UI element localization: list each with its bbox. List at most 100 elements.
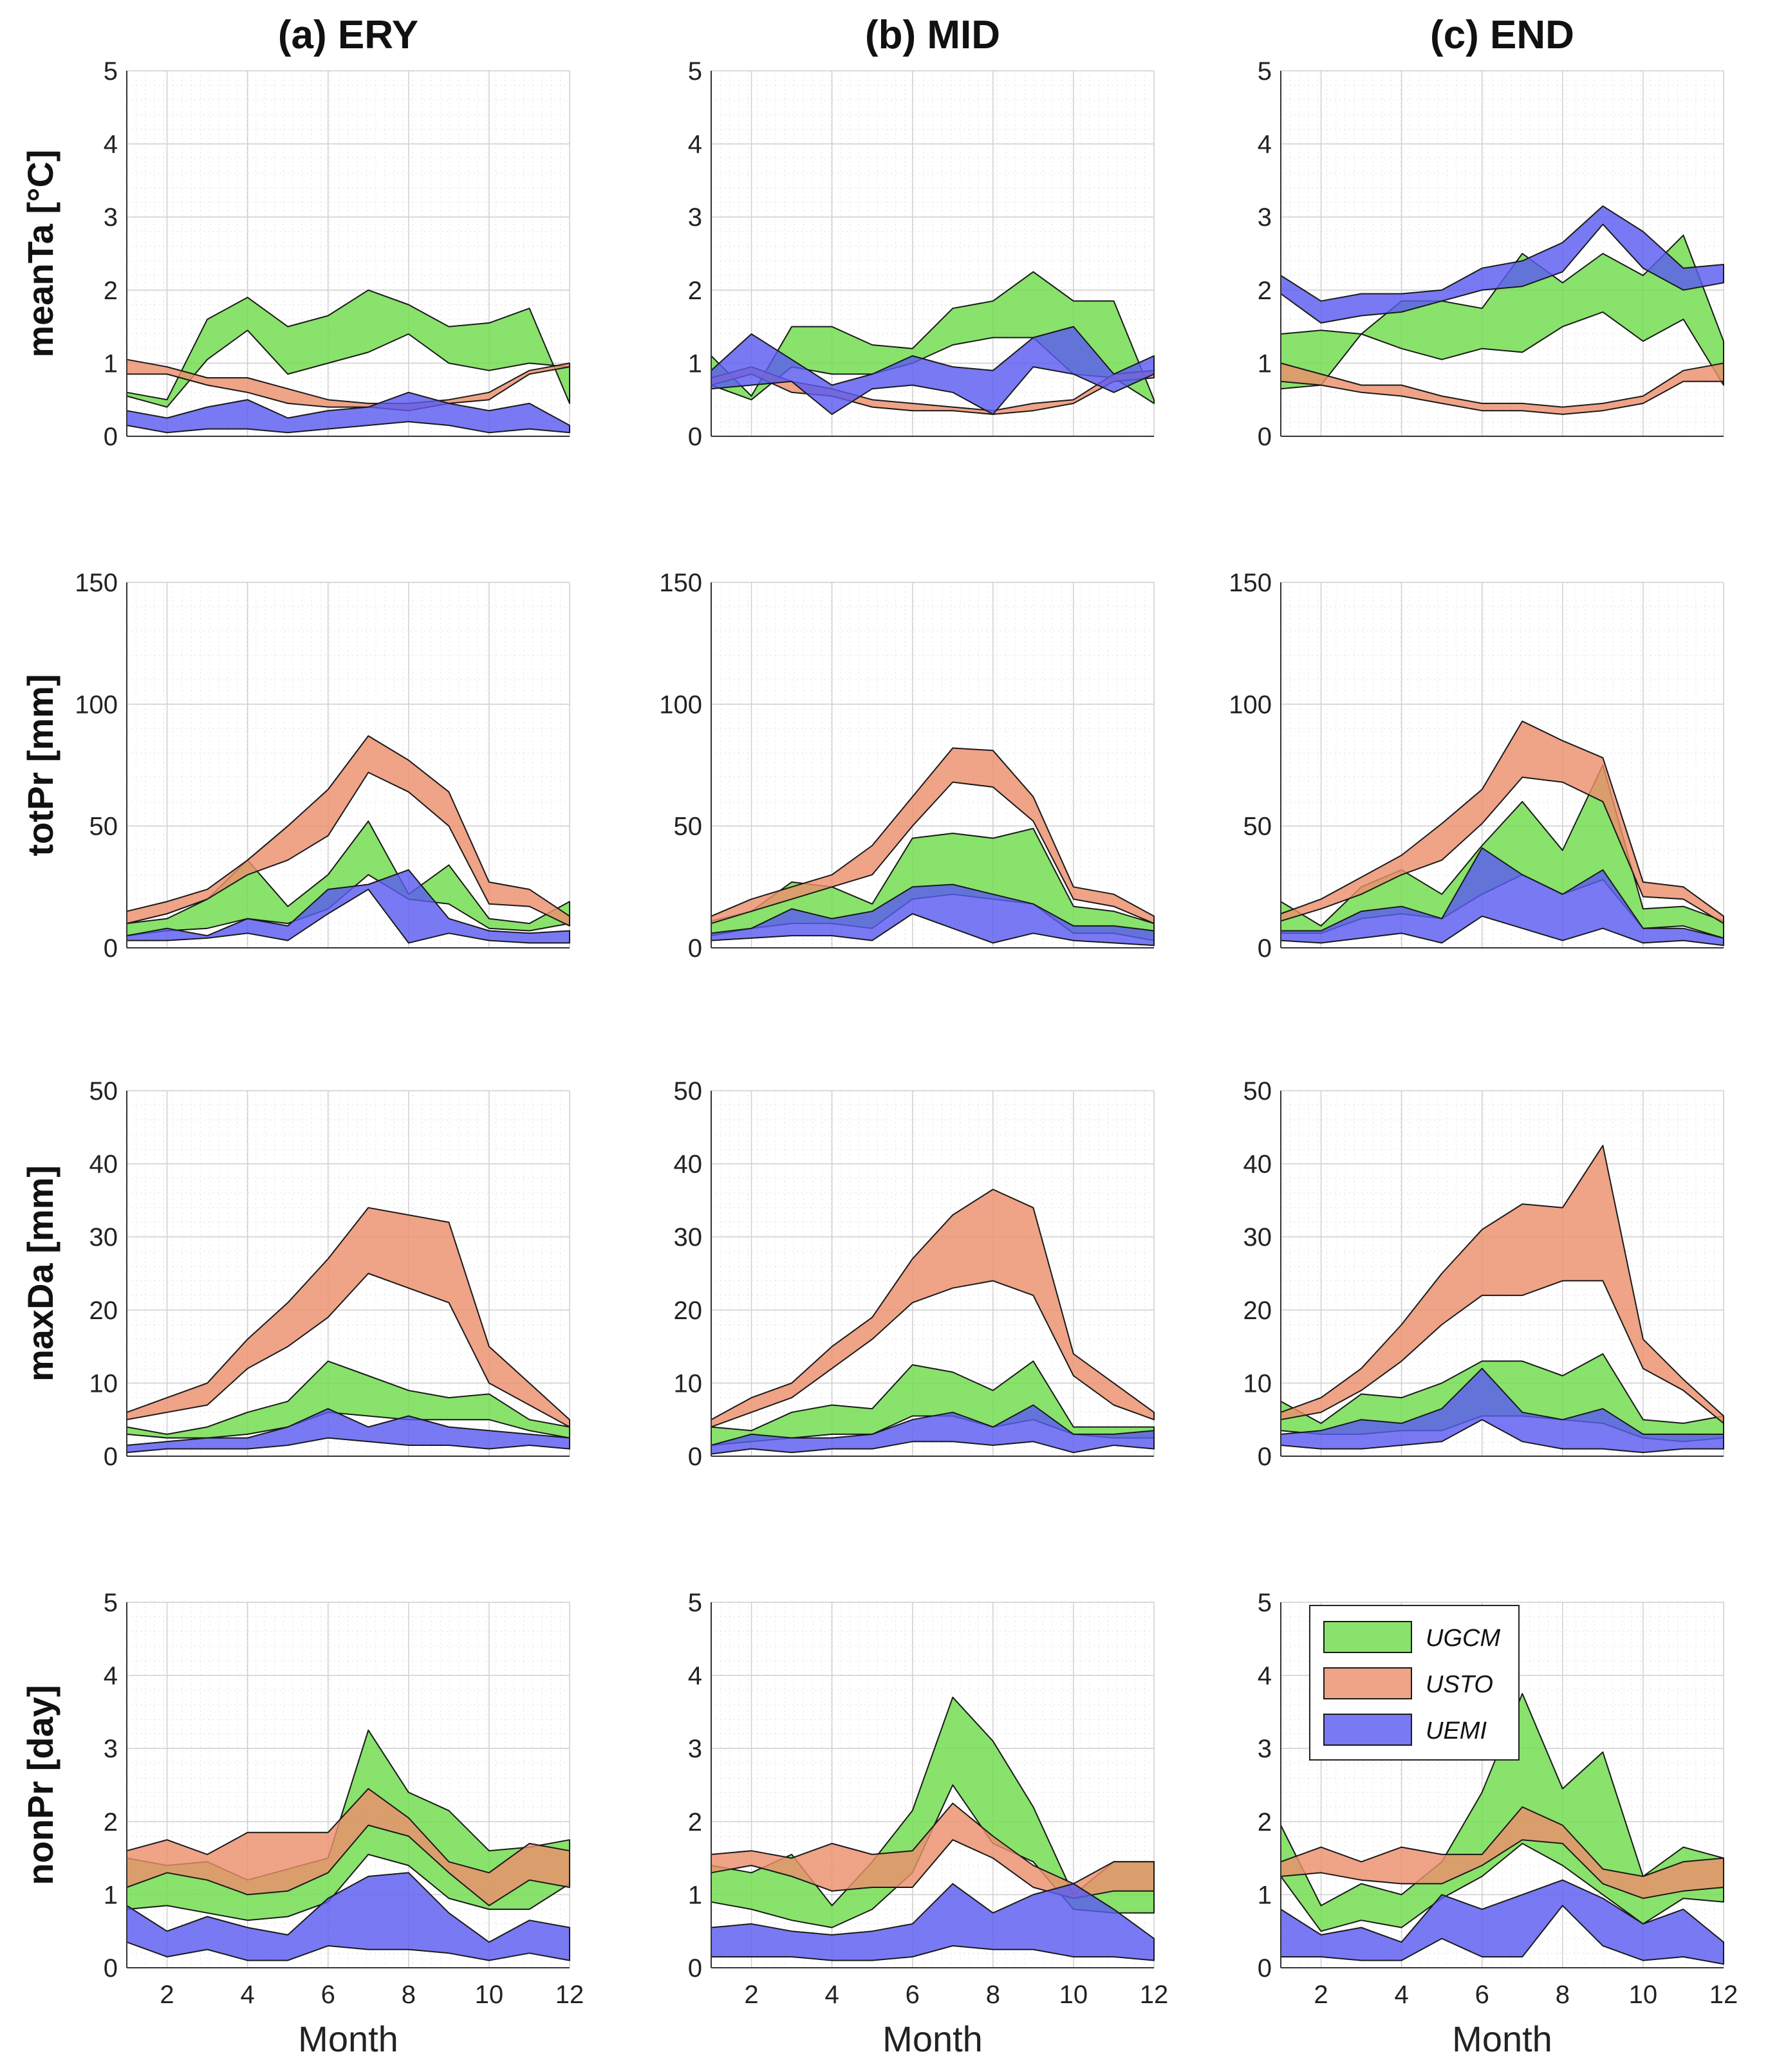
panel-maxDa-END: 0 10 20 30 40 50 [1243, 1077, 1724, 1471]
y-tick-label: 3 [104, 1735, 118, 1763]
y-tick-label: 5 [104, 1589, 118, 1617]
band-uemi [711, 1883, 1155, 1961]
y-tick-label: 10 [1243, 1369, 1272, 1398]
y-tick-label: 30 [89, 1223, 118, 1252]
panel-meanTa-ERY: 0 1 2 3 4 5 [104, 57, 570, 451]
y-tick-label: 50 [89, 813, 118, 841]
band-uemi [126, 1408, 570, 1454]
x-axis-label: Month [1452, 2019, 1552, 2059]
band-usto [1280, 720, 1724, 925]
band-ugcm [126, 820, 570, 937]
y-axis-label: nonPr [day] [20, 1685, 60, 1885]
x-tick-label: 10 [1629, 1981, 1658, 2009]
y-tick-label: 30 [674, 1223, 703, 1252]
y-tick-label: 5 [688, 1589, 702, 1617]
y-tick-label: 4 [688, 1662, 702, 1690]
y-tick-label: 0 [1258, 1954, 1272, 1983]
y-tick-label: 1 [1258, 349, 1272, 378]
y-tick-label: 50 [674, 813, 703, 841]
band-uemi [1280, 1879, 1724, 1965]
x-tick-label: 4 [1395, 1981, 1409, 2009]
panel-totPr-ERY: 0 50 100 150 [75, 569, 570, 963]
y-axis-label: totPr [mm] [20, 674, 60, 856]
y-tick-label: 2 [1258, 1808, 1272, 1836]
x-tick-label: 8 [1556, 1981, 1570, 2009]
x-tick-label: 2 [744, 1981, 758, 2009]
x-tick-label: 2 [1314, 1981, 1328, 2009]
band-usto [126, 1788, 570, 1907]
x-tick-label: 8 [986, 1981, 1000, 2009]
y-tick-label: 20 [1243, 1297, 1272, 1325]
legend-swatch-uemi [1323, 1714, 1412, 1746]
y-tick-label: 3 [688, 203, 702, 232]
y-tick-label: 10 [89, 1369, 118, 1398]
panel-meanTa-END: 0 1 2 3 4 5 [1258, 57, 1724, 451]
band-uemi [126, 391, 570, 434]
y-axis-label: maxDa [mm] [20, 1165, 60, 1382]
y-tick-label: 3 [1258, 203, 1272, 232]
y-tick-label: 150 [1229, 569, 1272, 597]
y-tick-label: 10 [674, 1369, 703, 1398]
y-tick-label: 30 [1243, 1223, 1272, 1252]
y-tick-label: 0 [688, 1954, 702, 1983]
y-tick-label: 4 [104, 1662, 118, 1690]
column-title: (c) END [1430, 13, 1574, 57]
y-tick-label: 100 [659, 690, 702, 719]
y-tick-label: 5 [104, 57, 118, 86]
legend: UGCM USTO UEMI [1309, 1605, 1520, 1761]
y-tick-label: 4 [1258, 1662, 1272, 1690]
y-tick-label: 0 [688, 934, 702, 963]
x-tick-label: 10 [1059, 1981, 1088, 2009]
legend-swatch-usto [1323, 1667, 1412, 1699]
x-tick-label: 6 [906, 1981, 920, 2009]
y-tick-label: 1 [104, 1881, 118, 1909]
y-tick-label: 150 [75, 569, 118, 597]
panel-maxDa-ERY: 0 10 20 30 40 50 [89, 1077, 570, 1471]
column-title: (b) MID [865, 13, 1000, 57]
y-tick-label: 40 [89, 1151, 118, 1179]
y-tick-label: 20 [89, 1297, 118, 1325]
y-tick-label: 5 [688, 57, 702, 86]
band-usto [1280, 1806, 1724, 1900]
y-tick-label: 0 [104, 1443, 118, 1471]
y-tick-label: 1 [1258, 1881, 1272, 1909]
y-tick-label: 1 [104, 349, 118, 378]
y-tick-label: 4 [688, 131, 702, 159]
band-usto [126, 735, 570, 927]
y-tick-label: 2 [1258, 277, 1272, 305]
y-tick-label: 150 [659, 569, 702, 597]
y-tick-label: 3 [688, 1735, 702, 1763]
x-tick-label: 10 [475, 1981, 504, 2009]
y-tick-label: 3 [1258, 1735, 1272, 1763]
y-tick-label: 1 [688, 349, 702, 378]
y-tick-label: 2 [104, 277, 118, 305]
panel-meanTa-MID: 0 1 2 3 4 5 [688, 57, 1155, 451]
y-tick-label: 2 [104, 1808, 118, 1836]
x-tick-label: 6 [1475, 1981, 1489, 2009]
legend-label-uemi: UEMI [1426, 1717, 1487, 1744]
x-tick-label: 4 [825, 1981, 839, 2009]
panel-totPr-MID: 0 50 100 150 [659, 569, 1155, 963]
band-uemi [126, 1872, 570, 1961]
band-uemi [1280, 205, 1724, 324]
band-usto [126, 1207, 570, 1428]
legend-label-usto: USTO [1426, 1671, 1493, 1698]
y-tick-label: 0 [688, 1443, 702, 1471]
column-title: (a) ERY [278, 13, 418, 57]
y-tick-label: 50 [1243, 1077, 1272, 1105]
y-tick-label: 20 [674, 1297, 703, 1325]
x-tick-label: 12 [1140, 1981, 1169, 2009]
y-tick-label: 50 [1243, 813, 1272, 841]
band-uemi [711, 1404, 1155, 1455]
y-axis-label: meanTa [°C] [20, 149, 60, 357]
band-usto [1280, 362, 1724, 415]
band-uemi [711, 883, 1155, 947]
legend-swatch-ugcm [1323, 1621, 1412, 1653]
band-uemi [1280, 1367, 1724, 1454]
y-tick-label: 0 [1258, 423, 1272, 451]
legend-label-ugcm: UGCM [1426, 1625, 1500, 1652]
y-tick-label: 0 [104, 934, 118, 963]
